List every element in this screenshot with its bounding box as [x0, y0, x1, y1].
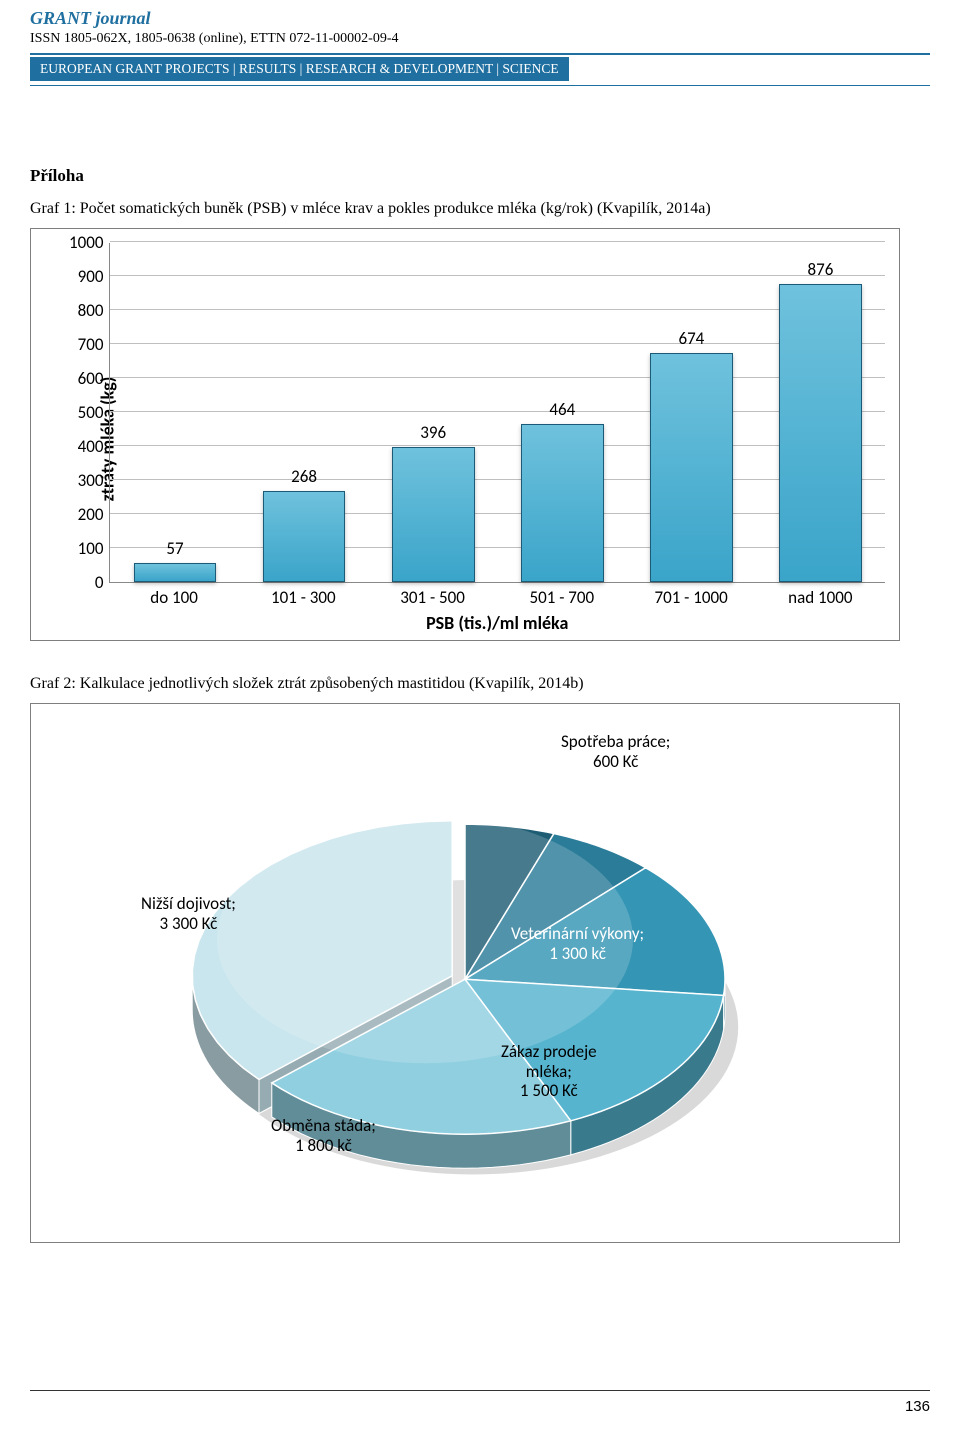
- bar: [521, 424, 604, 582]
- bar: [263, 491, 346, 582]
- bar-value-label: 268: [291, 466, 317, 487]
- header-banner: EUROPEAN GRANT PROJECTS | RESULTS | RESE…: [30, 57, 569, 81]
- bar-chart-xaxis: do 100101 - 300301 - 500501 - 700701 - 1…: [109, 587, 885, 608]
- bar-chart-caption: Graf 1: Počet somatických buněk (PSB) v …: [30, 200, 930, 218]
- bar-value-label: 57: [166, 538, 183, 559]
- bar-chart: ztráty mléka (kg) 1000900800700600500400…: [30, 228, 900, 641]
- bar-chart-plot: 57 268 396 464 674 876: [109, 243, 885, 583]
- bar-value-label: 674: [678, 328, 704, 349]
- section-heading: Příloha: [30, 166, 930, 186]
- bar-value-label: 876: [808, 259, 834, 280]
- pie-slice-label: Nižší dojivost;3 300 Kč: [141, 894, 236, 933]
- footer-rule: [30, 1390, 930, 1391]
- bar: [134, 563, 217, 582]
- bar: [392, 447, 475, 582]
- bar: [650, 353, 733, 582]
- issn-line: ISSN 1805-062X, 1805-0638 (online), ETTN…: [30, 31, 930, 47]
- header-rule: [30, 53, 930, 55]
- pie-slice-label: Obměna stáda;1 800 kč: [271, 1116, 376, 1155]
- journal-title: GRANT journal: [30, 8, 930, 29]
- pie-slice-label: Spotřeba práce;600 Kč: [561, 732, 670, 771]
- bar: [779, 284, 862, 582]
- pie-slice-label: Srážky zceny;500 Kč: [436, 740, 490, 799]
- bar-value-label: 464: [549, 399, 575, 420]
- header-rule-thin: [30, 85, 930, 86]
- page-number: 136: [905, 1398, 930, 1415]
- pie-slice-label: Zákaz prodejemléka;1 500 Kč: [501, 1042, 597, 1101]
- bar-value-label: 396: [420, 422, 446, 443]
- pie-slice-label: Veterinární výkony;1 300 kč: [511, 924, 644, 963]
- bar-chart-xlabel: PSB (tis.)/ml mléka: [109, 612, 885, 634]
- pie-chart-svg: [30, 719, 900, 1259]
- pie-chart-caption: Graf 2: Kalkulace jednotlivých složek zt…: [30, 675, 930, 693]
- pie-chart: Srážky zceny;500 Kč Spotřeba práce;600 Kč…: [30, 703, 900, 1243]
